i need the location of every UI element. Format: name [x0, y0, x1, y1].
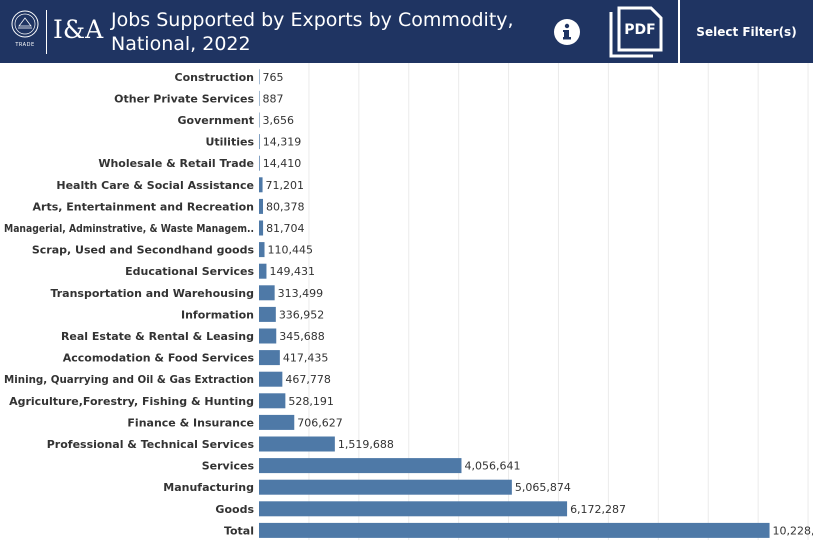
bar[interactable] [259, 285, 275, 301]
category-label: Accomodation & Food Services [63, 352, 255, 365]
bar[interactable] [259, 436, 335, 452]
category-label: Other Private Services [114, 92, 254, 105]
bar[interactable] [259, 69, 260, 85]
value-label: 14,319 [263, 136, 302, 149]
pdf-download-button[interactable]: PDF [607, 6, 663, 58]
value-label: 5,065,874 [515, 481, 571, 494]
bar[interactable] [259, 242, 265, 258]
category-label: Transportation and Warehousing [50, 287, 254, 300]
value-label: 14,410 [263, 157, 302, 170]
category-label: Wholesale & Retail Trade [98, 157, 254, 170]
category-label: Services [202, 460, 255, 473]
trade-seal-logo: TRADE [6, 8, 44, 54]
value-label: 345,688 [279, 330, 325, 343]
bar[interactable] [259, 522, 770, 538]
category-label: Total [224, 524, 254, 537]
category-label: Information [181, 308, 254, 321]
value-label: 149,431 [269, 265, 315, 278]
bar[interactable] [259, 198, 264, 214]
bar[interactable] [259, 479, 512, 495]
category-label: Managerial, Adminstrative, & Waste Manag… [4, 222, 254, 235]
category-label: Professional & Technical Services [47, 438, 255, 451]
bar[interactable] [259, 393, 286, 409]
seal-text: TRADE [15, 42, 35, 48]
category-label: Finance & Insurance [127, 416, 254, 429]
title-line-2: National, 2022 [111, 33, 251, 55]
pdf-icon: PDF [609, 6, 663, 58]
category-label: Arts, Entertainment and Recreation [33, 200, 255, 213]
bar[interactable] [259, 458, 462, 474]
value-label: 80,378 [266, 200, 305, 213]
value-label: 467,778 [285, 373, 331, 386]
category-label: Agriculture,Forestry, Fishing & Hunting [9, 395, 254, 408]
category-label: Utilities [205, 136, 254, 149]
bar[interactable] [259, 220, 264, 236]
select-filters-button[interactable]: Select Filter(s) [680, 0, 813, 63]
title-line-1: Jobs Supported by Exports by Commodity, [111, 9, 514, 31]
value-label: 528,191 [288, 395, 334, 408]
category-label: Educational Services [125, 265, 254, 278]
bar[interactable] [259, 306, 276, 322]
labels-layer: Construction 765 Other Private Services 887… [4, 71, 813, 538]
value-label: 887 [263, 92, 284, 105]
category-label: Goods [215, 503, 254, 516]
bar[interactable] [259, 328, 277, 344]
value-label: 6,172,287 [570, 503, 626, 516]
bar[interactable] [259, 501, 568, 517]
bar[interactable] [259, 371, 283, 387]
bar[interactable] [259, 155, 260, 171]
logo-text: I&A [53, 15, 104, 44]
value-label: 10,228,928 [773, 524, 813, 537]
category-label: Manufacturing [163, 481, 254, 494]
bars-layer [259, 69, 770, 538]
info-button[interactable] [553, 18, 581, 46]
bar[interactable] [259, 177, 263, 193]
bar[interactable] [259, 90, 260, 106]
header-divider [678, 0, 680, 63]
value-label: 4,056,641 [464, 460, 520, 473]
info-icon [554, 19, 580, 45]
value-label: 71,201 [266, 179, 305, 192]
value-label: 417,435 [283, 352, 329, 365]
page-title: Jobs Supported by Exports by Commodity, … [111, 8, 531, 56]
value-label: 313,499 [278, 287, 324, 300]
value-label: 110,445 [268, 244, 314, 257]
bar[interactable] [259, 134, 260, 150]
category-label: Real Estate & Rental & Leasing [61, 330, 254, 343]
value-label: 81,704 [266, 222, 305, 235]
category-label: Mining, Quarrying and Oil & Gas Extracti… [4, 373, 254, 386]
value-label: 336,952 [279, 308, 325, 321]
category-label: Government [178, 114, 254, 127]
bar[interactable] [259, 112, 260, 128]
header-bar: TRADE I&A Jobs Supported by Exports by C… [0, 0, 813, 63]
bar-chart: Construction 765 Other Private Services 887… [4, 63, 813, 540]
bar[interactable] [259, 414, 295, 430]
logo-divider [46, 10, 47, 54]
category-label: Construction [175, 71, 254, 84]
value-label: 765 [263, 71, 284, 84]
value-label: 3,656 [263, 114, 295, 127]
bar[interactable] [259, 350, 280, 366]
bar[interactable] [259, 263, 267, 279]
value-label: 1,519,688 [338, 438, 394, 451]
category-label: Health Care & Social Assistance [56, 179, 254, 192]
pdf-icon-label: PDF [624, 22, 655, 38]
category-label: Scrap, Used and Secondhand goods [32, 244, 255, 257]
value-label: 706,627 [297, 416, 343, 429]
